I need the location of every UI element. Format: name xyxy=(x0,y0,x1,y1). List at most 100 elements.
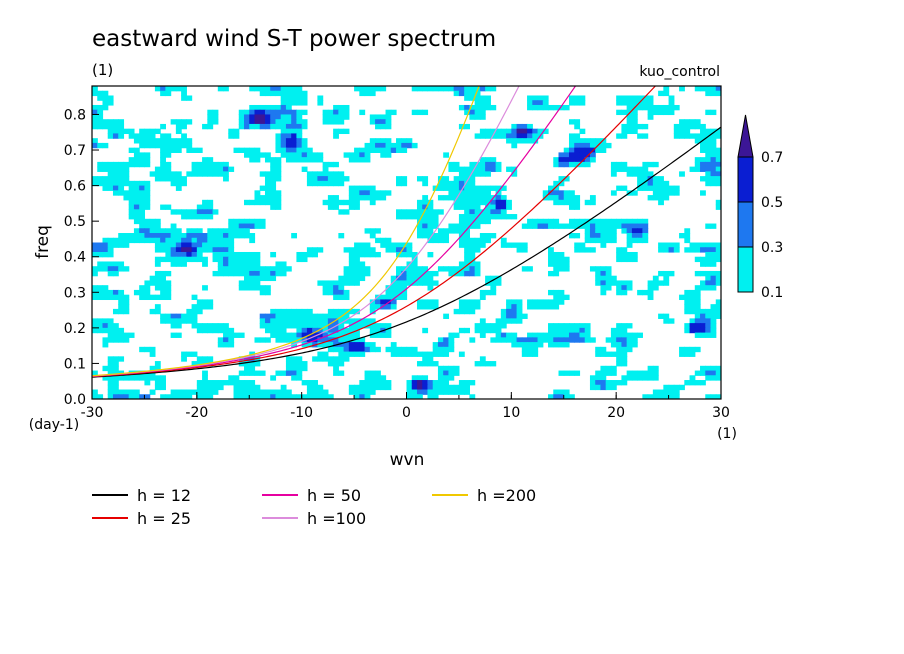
power-cell xyxy=(354,389,360,395)
power-cell xyxy=(107,375,114,381)
power-cell xyxy=(249,223,256,229)
power-cell xyxy=(338,233,345,239)
power-cell xyxy=(133,161,140,168)
power-cell xyxy=(458,166,465,172)
power-cell xyxy=(401,270,408,277)
power-cell xyxy=(385,384,392,391)
power-cell xyxy=(710,327,717,334)
power-cell xyxy=(668,109,675,116)
power-cell xyxy=(715,133,721,139)
power-cell xyxy=(574,337,581,343)
power-cell xyxy=(327,180,334,187)
power-cell xyxy=(464,204,470,210)
power-cell xyxy=(516,138,523,144)
power-cell xyxy=(322,171,329,177)
power-cell xyxy=(694,138,701,144)
power-cell xyxy=(285,138,292,144)
power-cell xyxy=(306,394,313,399)
power-cell xyxy=(558,266,565,272)
power-cell xyxy=(500,195,507,201)
power-cell xyxy=(579,128,586,135)
power-cell xyxy=(301,308,308,315)
power-cell xyxy=(458,228,465,234)
power-cell xyxy=(443,195,450,201)
power-cell xyxy=(464,195,470,201)
power-cell xyxy=(191,308,198,315)
power-cell xyxy=(144,180,151,187)
power-cell xyxy=(270,180,277,187)
power-cell xyxy=(102,90,109,97)
power-cell xyxy=(705,142,712,149)
power-cell xyxy=(548,337,554,343)
power-cell xyxy=(118,123,125,130)
power-cell xyxy=(354,275,360,282)
power-cell xyxy=(92,104,98,111)
power-cell xyxy=(338,280,345,286)
power-cell xyxy=(228,242,235,248)
power-cell xyxy=(422,176,429,182)
power-cell xyxy=(694,119,701,125)
power-cell xyxy=(631,228,638,234)
power-cell xyxy=(170,247,177,253)
power-cell xyxy=(128,147,135,153)
power-cell xyxy=(380,138,387,144)
power-cell xyxy=(170,318,177,324)
power-cell xyxy=(364,142,371,149)
power-cell xyxy=(715,152,721,158)
power-cell xyxy=(133,237,140,244)
power-cell xyxy=(464,304,470,310)
power-cell xyxy=(92,142,98,149)
power-cell xyxy=(537,100,544,106)
power-cell xyxy=(369,199,376,206)
power-cell xyxy=(490,361,497,367)
power-cell xyxy=(264,114,271,120)
power-cell xyxy=(705,308,712,315)
power-cell xyxy=(616,361,623,367)
power-cell xyxy=(416,266,423,272)
power-cell xyxy=(154,361,161,367)
power-cell xyxy=(160,270,166,277)
power-cell xyxy=(259,90,266,97)
power-cell xyxy=(558,394,565,399)
power-cell xyxy=(401,176,408,182)
power-cell xyxy=(369,114,376,120)
power-cell xyxy=(343,247,350,253)
power-cell xyxy=(621,337,628,343)
power-cell xyxy=(673,190,680,196)
power-cell xyxy=(684,128,691,135)
power-cell xyxy=(207,384,214,391)
power-cell xyxy=(479,185,486,191)
power-cell xyxy=(191,233,198,239)
chart-subtitle: (1) xyxy=(92,61,113,79)
power-cell xyxy=(275,119,282,125)
power-cell xyxy=(317,356,324,362)
power-cell xyxy=(574,247,581,253)
power-cell xyxy=(118,185,125,191)
power-cell xyxy=(175,242,182,248)
power-cell xyxy=(259,185,266,191)
power-cell xyxy=(548,299,554,305)
power-cell xyxy=(694,166,701,172)
power-cell xyxy=(700,332,706,338)
power-cell xyxy=(616,95,623,101)
power-cell xyxy=(202,242,208,248)
power-cell xyxy=(264,318,271,324)
power-cell xyxy=(548,289,554,296)
power-cell xyxy=(107,171,114,177)
power-cell xyxy=(375,190,381,196)
power-cell xyxy=(207,380,214,386)
power-cell xyxy=(149,375,156,381)
power-cell xyxy=(154,270,161,277)
power-cell xyxy=(244,370,250,376)
power-cell xyxy=(464,95,470,101)
power-cell xyxy=(175,119,182,125)
power-cell xyxy=(301,90,308,97)
power-cell xyxy=(490,199,497,206)
power-cell xyxy=(574,332,581,338)
power-cell xyxy=(254,114,261,120)
power-cell xyxy=(133,289,140,296)
power-cell xyxy=(233,133,240,139)
power-cell xyxy=(285,313,292,319)
power-cell xyxy=(563,176,570,182)
power-cell xyxy=(532,95,539,101)
